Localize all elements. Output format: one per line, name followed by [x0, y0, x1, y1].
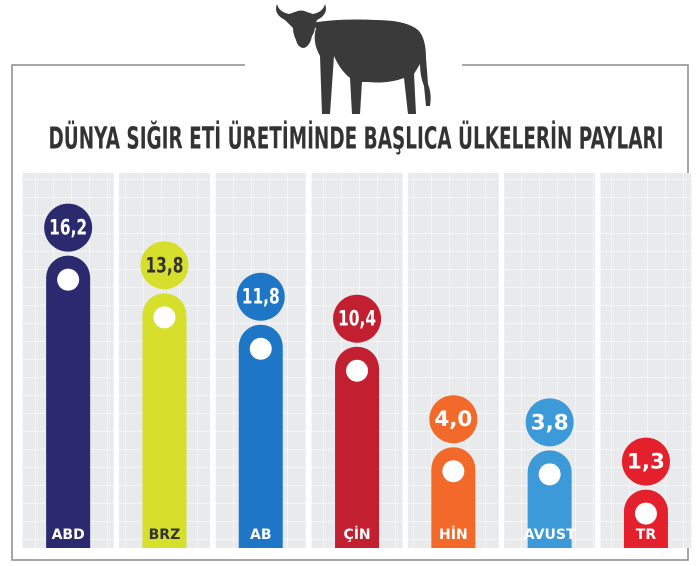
- bar-dot: [346, 359, 369, 382]
- value-badge: [236, 272, 285, 321]
- x-tick-label: AB: [250, 527, 272, 543]
- bar: [527, 450, 572, 548]
- value-badge: [333, 294, 382, 343]
- x-tick-label: HİN: [439, 526, 468, 543]
- frame: [11, 64, 689, 561]
- bar-dot: [442, 460, 465, 483]
- value-label: 3,8: [531, 410, 569, 434]
- bar-dot: [249, 337, 272, 360]
- value-label: 13,8: [145, 253, 183, 277]
- chart-title: DÜNYA SIĞIR ETİ ÜRETİMİNDE BAŞLICA ÜLKEL…: [49, 120, 664, 157]
- value-badge: [140, 241, 189, 290]
- value-label: 11,8: [242, 285, 280, 309]
- cow-icon: [276, 4, 431, 114]
- bar-dot: [634, 502, 657, 525]
- bar: [142, 293, 187, 548]
- value-badge: [44, 203, 93, 252]
- value-badge: [621, 437, 670, 486]
- bar: [335, 346, 380, 548]
- value-badge: [429, 395, 478, 444]
- bar-dot: [153, 306, 176, 329]
- value-label: 10,4: [338, 307, 376, 331]
- bar-dot: [538, 463, 561, 486]
- x-tick-label: BRZ: [149, 527, 181, 543]
- bar: [431, 447, 476, 548]
- value-label: 16,2: [49, 216, 87, 240]
- x-tick-label: TR: [636, 527, 657, 543]
- value-badge: [525, 398, 574, 447]
- x-tick-label: AVUST: [524, 527, 576, 543]
- x-tick-label: ABD: [52, 527, 85, 543]
- x-tick-label: ÇİN: [343, 526, 370, 543]
- value-label: 4,0: [434, 407, 472, 431]
- value-label: 1,3: [627, 450, 665, 474]
- bar: [238, 324, 283, 548]
- bar: [46, 255, 91, 548]
- bar-dot: [57, 268, 80, 291]
